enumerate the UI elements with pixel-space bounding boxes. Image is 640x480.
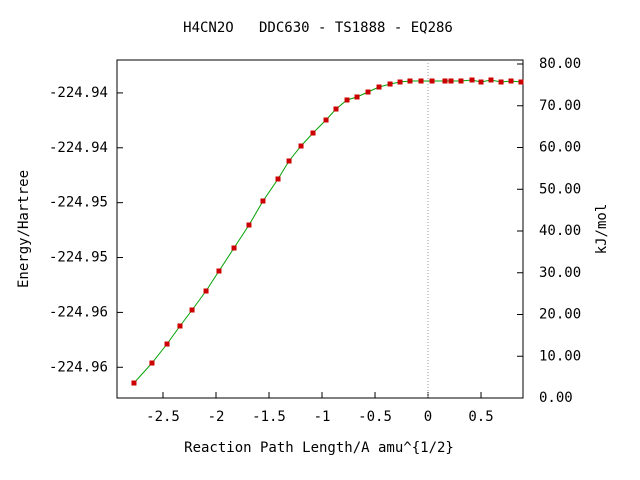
series-line (133, 79, 522, 384)
x-tick-label: -2.5 (146, 409, 180, 425)
y-tick-label: -224.96 (49, 304, 108, 320)
y2-tick-label: 40.00 (539, 223, 581, 239)
data-point (275, 176, 281, 182)
y-tick-label: -224.95 (49, 195, 108, 211)
x-axis-label: Reaction Path Length/A amu^{1/2} (184, 440, 454, 456)
data-point (488, 77, 494, 83)
data-point (442, 78, 448, 84)
data-point (149, 360, 155, 366)
data-point (518, 79, 524, 85)
y2-tick-label: 50.00 (539, 181, 581, 197)
data-point (387, 81, 393, 87)
x-tick-label: -1.5 (252, 409, 286, 425)
y2-axis-label: kJ/mol (594, 204, 610, 255)
data-point (508, 78, 514, 84)
data-point (231, 245, 237, 251)
data-point (333, 106, 339, 112)
data-point (131, 380, 137, 386)
y2-tick-label: 60.00 (539, 140, 581, 156)
data-point (418, 78, 424, 84)
data-point (344, 97, 350, 103)
data-point (286, 158, 292, 164)
data-point (397, 79, 403, 85)
chart-title: H4CN2O DDC630 - TS1888 - EQ286 (183, 20, 453, 36)
x-tick-label: 0.5 (468, 409, 493, 425)
data-point (189, 307, 195, 313)
y2-tick-label: 30.00 (539, 265, 581, 281)
data-point (177, 323, 183, 329)
data-point (458, 78, 464, 84)
y-tick-label: -224.96 (49, 359, 108, 375)
data-point (260, 198, 266, 204)
y-axis-label: Energy/Hartree (16, 170, 32, 288)
y2-tick-label: 10.00 (539, 348, 581, 364)
y2-tick-label: 0.00 (539, 390, 573, 406)
data-point (407, 78, 413, 84)
data-point (164, 341, 170, 347)
y-tick-label: -224.94 (49, 140, 108, 156)
data-point (246, 222, 252, 228)
data-point (498, 79, 504, 85)
data-point (376, 84, 382, 90)
data-point (310, 130, 316, 136)
y2-tick-label: 20.00 (539, 307, 581, 323)
data-point (354, 94, 360, 100)
y2-tick-label: 80.00 (539, 56, 581, 72)
data-point (323, 117, 329, 123)
x-tick-label: 0 (424, 409, 432, 425)
data-point (469, 77, 475, 83)
y2-tick-label: 70.00 (539, 98, 581, 114)
data-point (298, 143, 304, 149)
y-tick-label: -224.94 (49, 85, 108, 101)
data-point (216, 268, 222, 274)
data-point (365, 89, 371, 95)
x-tick-label: -1 (314, 409, 331, 425)
data-point (448, 78, 454, 84)
data-point (203, 288, 209, 294)
data-point (429, 78, 435, 84)
x-tick-label: -2 (208, 409, 225, 425)
data-point (478, 79, 484, 85)
plot-frame (116, 59, 524, 399)
y-tick-label: -224.95 (49, 250, 108, 266)
x-tick-label: -0.5 (358, 409, 392, 425)
